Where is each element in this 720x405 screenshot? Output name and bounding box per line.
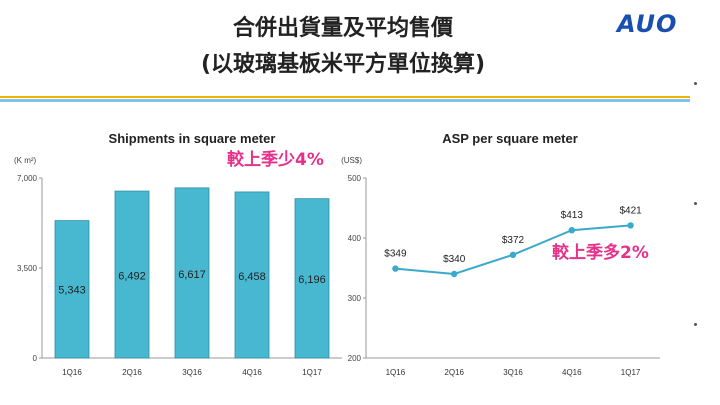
side-dot (694, 323, 697, 326)
bar-y-tick-label: 7,000 (17, 174, 38, 183)
asp-value-label: $349 (384, 249, 407, 260)
bar (174, 187, 210, 359)
line-category-label: 1Q17 (621, 368, 641, 377)
header-rule-yellow (0, 96, 690, 98)
line-category-label: 3Q16 (503, 368, 523, 377)
side-dot (694, 82, 697, 85)
asp-value-label: $413 (561, 210, 584, 221)
bar (294, 198, 330, 359)
bar-category-label: 2Q16 (122, 368, 142, 377)
bar (234, 191, 270, 359)
asp-data-point (451, 270, 458, 278)
asp-data-point (627, 222, 634, 229)
line-chart-annotation: 較上季多2% (552, 242, 649, 263)
bar-y-tick-label: 0 (33, 354, 38, 363)
bar-value-label: 6,196 (298, 274, 326, 286)
bar-category-label: 3Q16 (182, 368, 202, 377)
line-chart-unit: (US$) (341, 156, 362, 165)
bar-value-label: 6,492 (118, 271, 146, 283)
bar-value-label: 6,617 (178, 269, 206, 281)
line-y-tick-label: 200 (348, 354, 362, 363)
asp-data-point (392, 265, 399, 272)
bar-value-label: 6,458 (238, 271, 266, 283)
side-dot (694, 202, 697, 205)
bar-y-tick-label: 3,500 (17, 264, 38, 273)
bar-chart-title: Shipments in square meter (109, 131, 276, 146)
line-category-label: 4Q16 (562, 368, 582, 377)
line-y-tick-label: 500 (348, 174, 362, 183)
slide-subtitle: (以玻璃基板米平方單位換算) (200, 52, 486, 77)
asp-value-label: $372 (502, 235, 525, 246)
asp-data-point (568, 227, 575, 234)
auo-logo: AUO (617, 10, 678, 38)
header-rule-blue (0, 99, 690, 102)
bar (54, 220, 90, 359)
line-y-tick-label: 300 (348, 294, 362, 303)
slide-title: 合併出貨量及平均售價 (232, 16, 453, 41)
bar-chart-annotation: 較上季少4% (227, 149, 324, 170)
bar-category-label: 1Q16 (62, 368, 82, 377)
line-category-label: 1Q16 (386, 368, 406, 377)
bar (114, 190, 150, 359)
asp-data-point (509, 251, 517, 258)
asp-value-label: $340 (443, 254, 466, 265)
line-chart-title: ASP per square meter (442, 131, 578, 146)
bar-category-label: 4Q16 (242, 368, 262, 377)
bar-value-label: 5,343 (58, 284, 86, 296)
bar-chart-unit: (K m²) (14, 156, 37, 165)
line-y-tick-label: 400 (348, 234, 362, 243)
line-category-label: 2Q16 (444, 368, 464, 377)
asp-value-label: $421 (619, 205, 642, 216)
bar-category-label: 1Q17 (302, 368, 322, 377)
